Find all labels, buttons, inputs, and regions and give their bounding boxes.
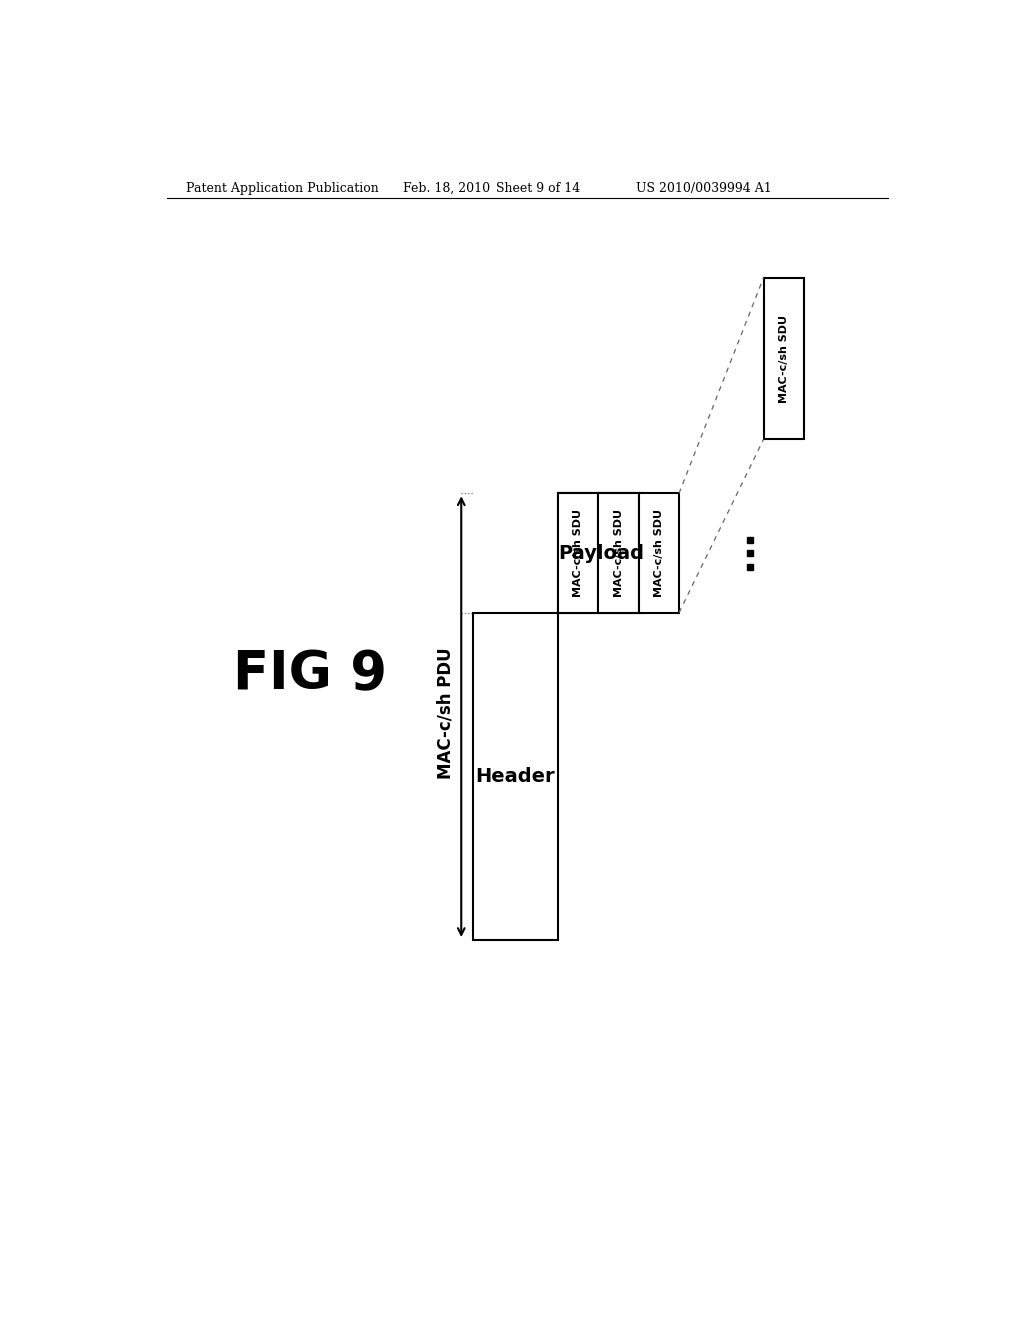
Text: MAC-c/sh SDU: MAC-c/sh SDU	[613, 510, 624, 597]
Text: MAC-c/sh SDU: MAC-c/sh SDU	[654, 510, 664, 597]
Text: Header: Header	[476, 767, 555, 785]
Text: Sheet 9 of 14: Sheet 9 of 14	[496, 182, 581, 194]
Text: Feb. 18, 2010: Feb. 18, 2010	[403, 182, 490, 194]
Bar	[764, 277, 804, 440]
Text: MAC-c/sh SDU: MAC-c/sh SDU	[573, 510, 584, 597]
Text: Patent Application Publication: Patent Application Publication	[186, 182, 379, 194]
Bar	[558, 494, 598, 612]
Text: FIG 9: FIG 9	[232, 648, 387, 701]
Text: MAC-c/sh PDU: MAC-c/sh PDU	[437, 647, 455, 779]
Bar	[639, 494, 679, 612]
Bar	[598, 494, 639, 612]
Bar	[473, 612, 558, 940]
Text: US 2010/0039994 A1: US 2010/0039994 A1	[636, 182, 771, 194]
Text: MAC-c/sh SDU: MAC-c/sh SDU	[778, 314, 788, 403]
Bar	[558, 494, 643, 612]
Text: Payload: Payload	[558, 544, 644, 562]
